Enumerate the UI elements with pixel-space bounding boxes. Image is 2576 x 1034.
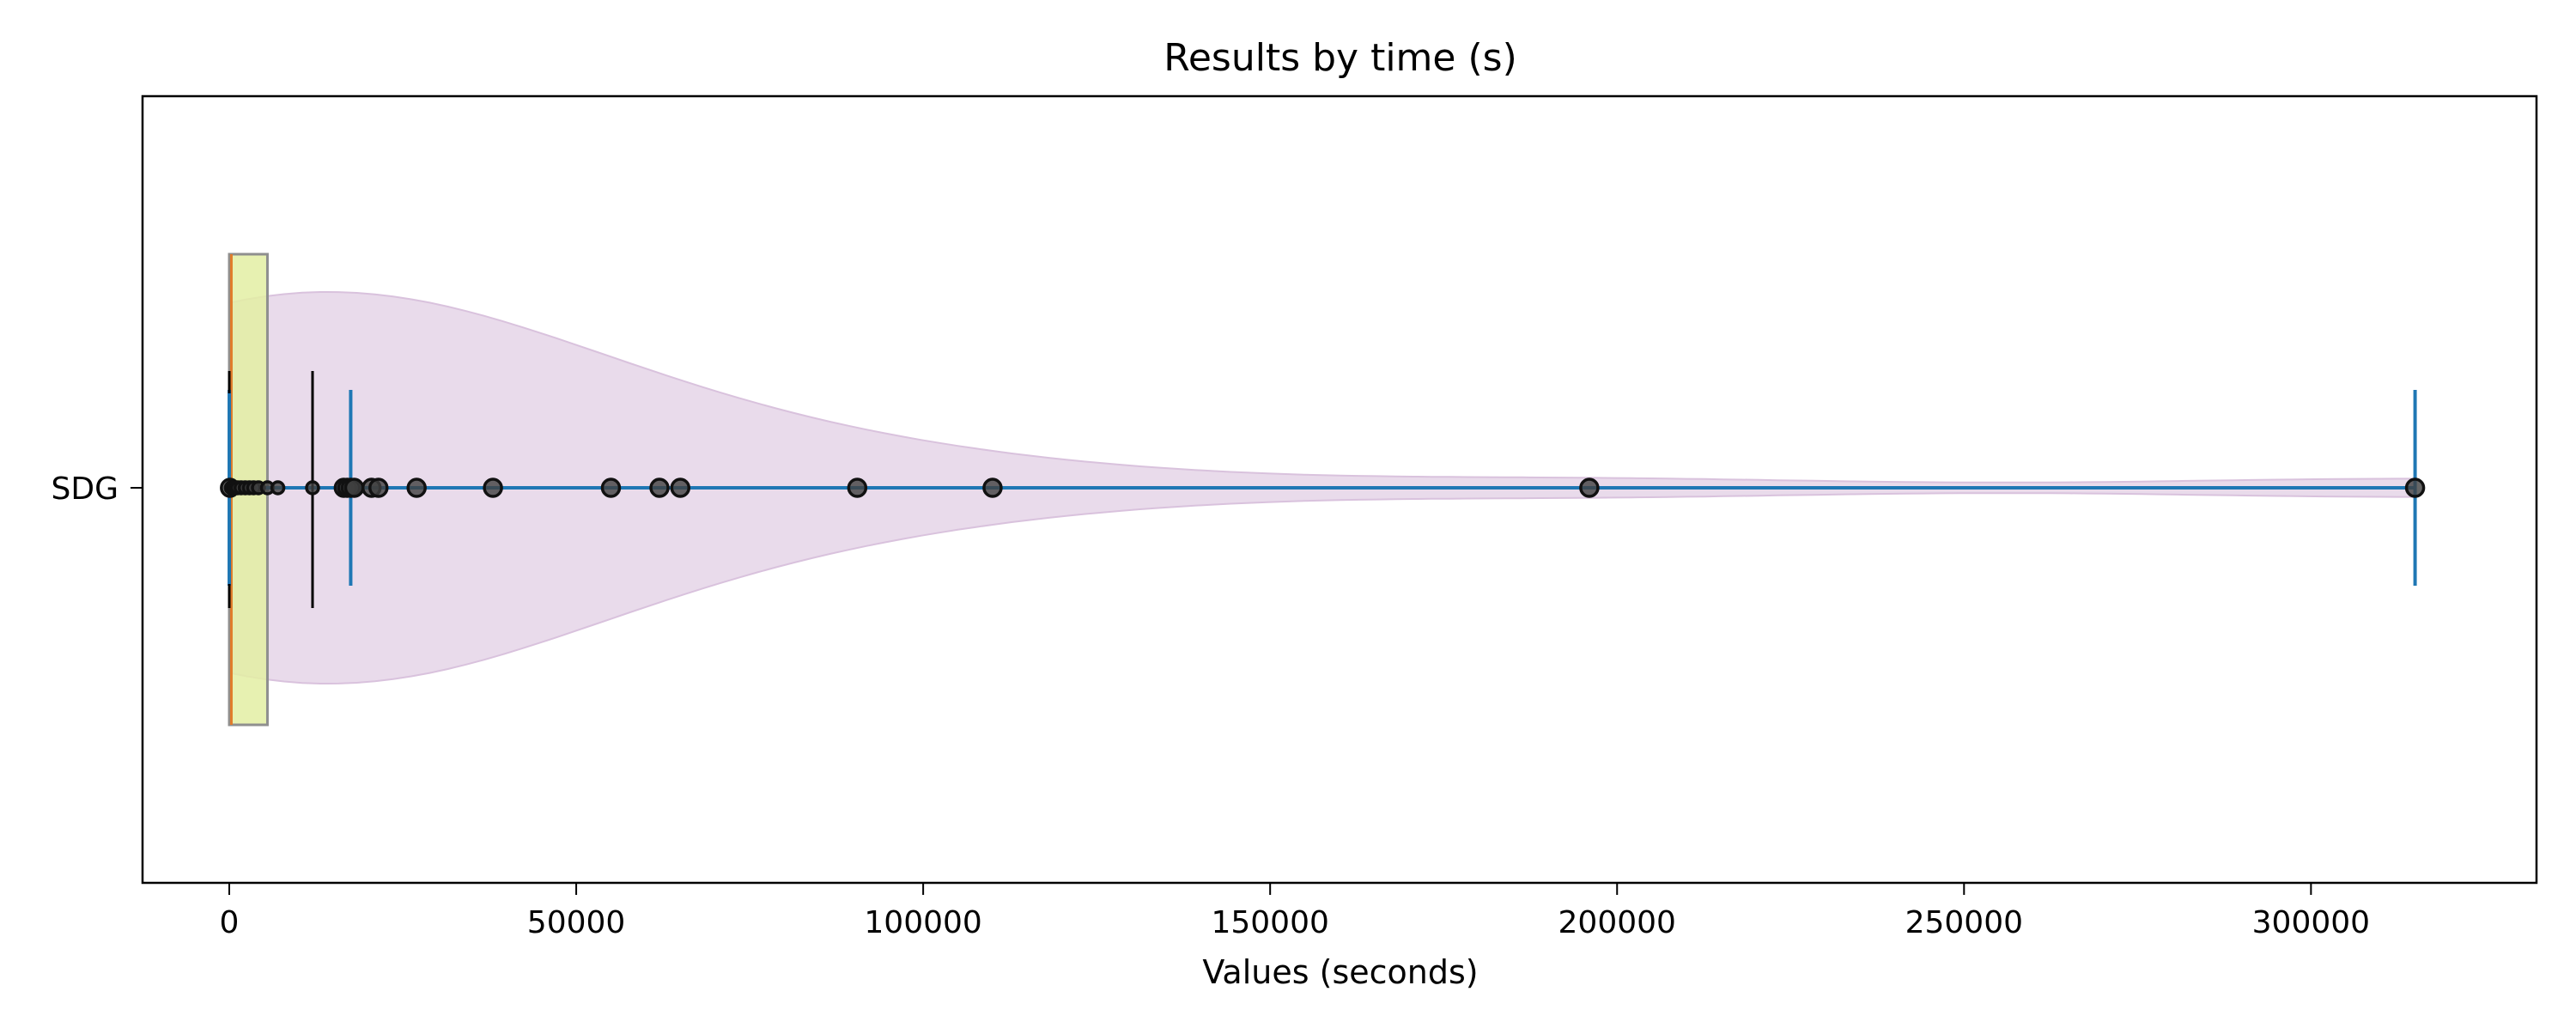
chart-title: Results by time (s) [1163, 36, 1516, 80]
data-point-12 [305, 480, 320, 496]
data-point-21 [600, 477, 622, 498]
data-point-18 [368, 477, 389, 498]
data-point-22 [649, 477, 670, 498]
data-point-19 [406, 477, 427, 498]
x-tick-label-150000: 150000 [1211, 905, 1328, 940]
y-tick-label-sdg: SDG [52, 471, 118, 507]
plot-area [220, 252, 2426, 727]
axes: 0 50000 100000 150000 200000 250000 300000 SDG [52, 471, 2371, 940]
data-point-25 [982, 477, 1003, 498]
x-tick-label-0: 0 [220, 905, 240, 940]
data-point-16 [343, 477, 365, 498]
data-point-24 [847, 477, 868, 498]
plot-frame [141, 94, 2538, 885]
data-point-27 [2404, 477, 2426, 498]
x-tick-label-300000: 300000 [2252, 905, 2370, 940]
x-axis-label: Values (seconds) [1202, 953, 1478, 991]
x-tick-label-50000: 50000 [527, 905, 626, 940]
data-point-20 [483, 477, 503, 498]
x-tick-label-200000: 200000 [1558, 905, 1676, 940]
data-point-11 [270, 480, 286, 496]
data-point-26 [1579, 477, 1600, 498]
data-point-23 [670, 477, 691, 498]
x-tick-label-100000: 100000 [864, 905, 981, 940]
x-tick-label-250000: 250000 [1905, 905, 2023, 940]
